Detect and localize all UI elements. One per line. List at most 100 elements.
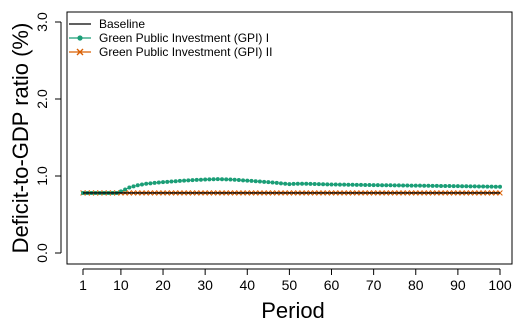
data-point — [405, 183, 410, 188]
data-point — [337, 182, 342, 187]
data-point — [333, 182, 338, 187]
x-tick-label: 60 — [324, 277, 340, 293]
data-point — [220, 177, 224, 182]
x-axis-title: Period — [261, 298, 325, 322]
x-tick-label: 70 — [366, 277, 382, 293]
data-point — [173, 179, 178, 184]
data-point — [266, 180, 271, 185]
data-point — [190, 178, 195, 183]
legend-label: Green Public Investment (GPI) II — [99, 45, 272, 59]
data-point — [493, 184, 498, 189]
data-point — [359, 182, 363, 187]
series-layer — [80, 177, 503, 196]
x-axis: 1 10 20 30 40 50 60 70 80 90 100 — [79, 268, 512, 293]
data-point — [363, 182, 368, 187]
data-point — [186, 178, 191, 183]
data-point — [177, 178, 182, 183]
data-point — [123, 187, 128, 192]
data-point — [253, 179, 258, 184]
data-point — [165, 179, 170, 184]
data-point — [245, 178, 250, 183]
data-point — [148, 181, 153, 186]
data-point — [485, 184, 490, 189]
data-point — [194, 177, 199, 182]
data-point — [182, 178, 187, 183]
x-tick-label: 80 — [408, 277, 424, 293]
data-point — [346, 182, 351, 187]
plot-frame — [66, 11, 513, 265]
data-point — [422, 183, 427, 188]
data-point — [304, 181, 309, 186]
data-point — [316, 182, 321, 187]
data-point — [262, 179, 267, 184]
data-point — [211, 177, 216, 182]
legend-marker — [77, 35, 83, 41]
legend-label: Green Public Investment (GPI) I — [99, 31, 269, 45]
data-point — [384, 183, 389, 188]
y-tick-label: 3.0 — [34, 12, 50, 32]
x-tick-label: 10 — [113, 277, 129, 293]
x-tick-label: 40 — [239, 277, 255, 293]
data-point — [325, 182, 330, 187]
data-point — [350, 182, 355, 187]
data-point — [417, 183, 422, 188]
data-point — [156, 180, 161, 185]
data-point — [464, 184, 469, 189]
data-point — [401, 183, 406, 188]
data-point — [232, 177, 237, 182]
y-axis-title: Deficit-to-GDP ratio (%) — [8, 23, 33, 254]
data-point — [472, 184, 477, 189]
data-point — [392, 183, 397, 188]
legend-marker — [76, 48, 84, 56]
data-point — [455, 184, 460, 189]
data-point — [367, 183, 372, 188]
data-point — [443, 184, 448, 189]
data-point — [224, 177, 229, 182]
data-point — [498, 184, 502, 189]
y-tick-label: 1.0 — [34, 166, 50, 186]
data-point — [257, 179, 262, 184]
data-point — [489, 184, 494, 189]
data-point — [481, 184, 486, 189]
data-point — [215, 177, 220, 182]
x-tick-label: 30 — [197, 277, 213, 293]
data-point — [127, 185, 132, 190]
y-axis: 0.0 1.0 2.0 3.0 — [34, 12, 62, 263]
data-point — [241, 178, 246, 183]
data-point — [375, 183, 380, 188]
data-point — [295, 181, 300, 186]
x-tick-label: 100 — [488, 277, 512, 293]
data-point — [434, 183, 439, 188]
legend-label: Baseline — [99, 17, 145, 31]
data-point — [278, 181, 283, 186]
data-point — [161, 180, 166, 185]
legend-item-green-public-investment-gpi-i: Green Public Investment (GPI) I — [69, 31, 269, 45]
data-point — [207, 177, 212, 182]
data-point — [460, 184, 465, 189]
legend-item-baseline: Baseline — [69, 17, 145, 31]
data-point — [430, 183, 435, 188]
data-point — [300, 181, 305, 186]
data-point — [468, 184, 473, 189]
data-point — [135, 183, 140, 188]
data-point — [283, 181, 288, 186]
data-point — [476, 184, 481, 189]
data-point — [413, 183, 418, 188]
x-tick-label: 50 — [282, 277, 298, 293]
data-point — [354, 182, 359, 187]
data-point — [308, 181, 313, 186]
y-tick-label: 2.0 — [34, 89, 50, 109]
data-point — [274, 180, 279, 185]
data-point — [144, 181, 149, 186]
data-point — [451, 184, 456, 189]
data-point — [409, 183, 414, 188]
series-green-public-investment-gpi-i — [81, 177, 502, 195]
data-point — [312, 181, 317, 186]
data-point — [439, 183, 444, 188]
data-point — [169, 179, 174, 184]
data-point — [139, 182, 144, 187]
data-point — [270, 180, 275, 185]
x-tick-label: 1 — [79, 277, 87, 293]
data-point — [152, 180, 157, 185]
